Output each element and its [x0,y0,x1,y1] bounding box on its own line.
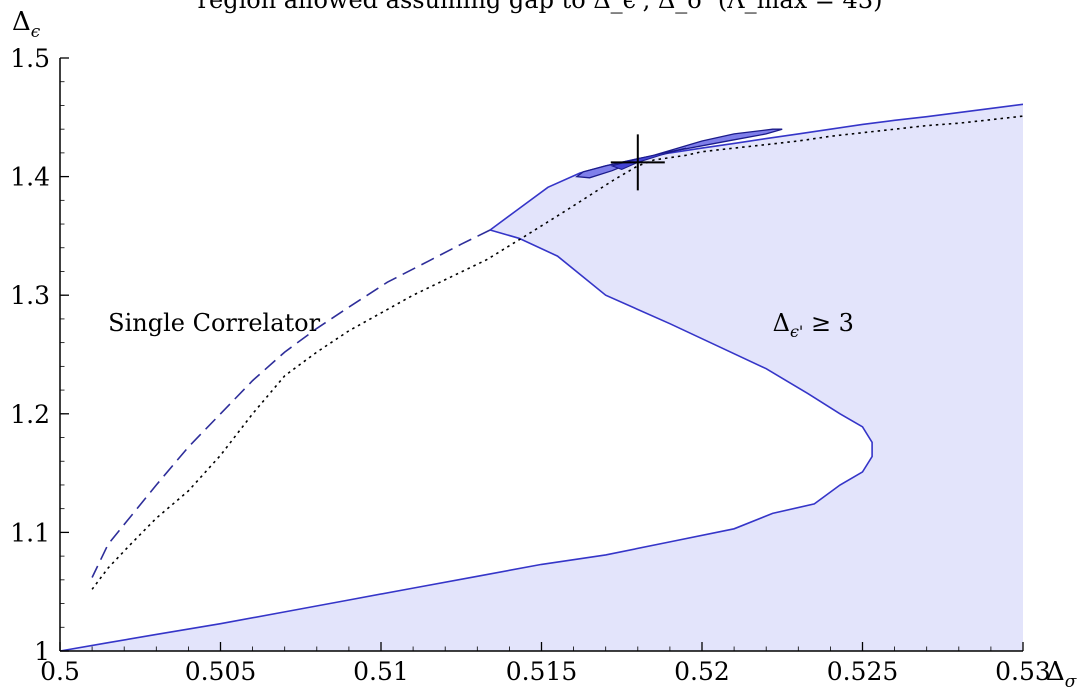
dotted-boundary-line [91,115,1023,590]
annotation-sub: ϵ' [790,322,803,341]
x-tick-label: 0.51 [353,657,409,686]
annotation-rest: ≥ 3 [803,309,854,337]
y-tick-label: 1.5 [10,44,50,73]
y-axis-title-sub: ϵ [31,22,41,42]
chart-title: region allowed assuming gap to Δ_ϵ', Δ_σ… [198,0,883,14]
x-tick-label: 0.53 [995,657,1051,686]
y-tick-label: 1 [34,637,50,666]
allowed-region-fill [60,104,1023,651]
x-tick-label: 0.505 [185,657,257,686]
y-tick-label: 1.3 [10,281,50,310]
y-tick-label: 1.2 [10,400,50,429]
region-upper-boundary [489,103,1023,231]
region-lower-boundary [60,229,873,651]
plot-content [60,103,1023,651]
single-correlator-dashed-line [91,229,491,578]
x-axis-title-sub: σ [1065,672,1077,687]
y-tick-label: 1.4 [10,163,50,192]
x-tick-label: 0.515 [506,657,578,686]
x-tick-label: 0.52 [674,657,730,686]
x-axis-title: Δσ [1046,657,1077,687]
x-tick-label: 0.5 [40,657,80,686]
axes [59,57,1024,652]
annotation-0: Single Correlator [108,309,320,337]
plot-area [60,103,1023,651]
y-axis-title: Δϵ [12,7,41,42]
island-core-region [610,147,687,171]
annotation-1: Δϵ' ≥ 3 [773,309,854,341]
x-tick-label: 0.525 [827,657,899,686]
y-tick-label: 1.1 [10,518,50,547]
